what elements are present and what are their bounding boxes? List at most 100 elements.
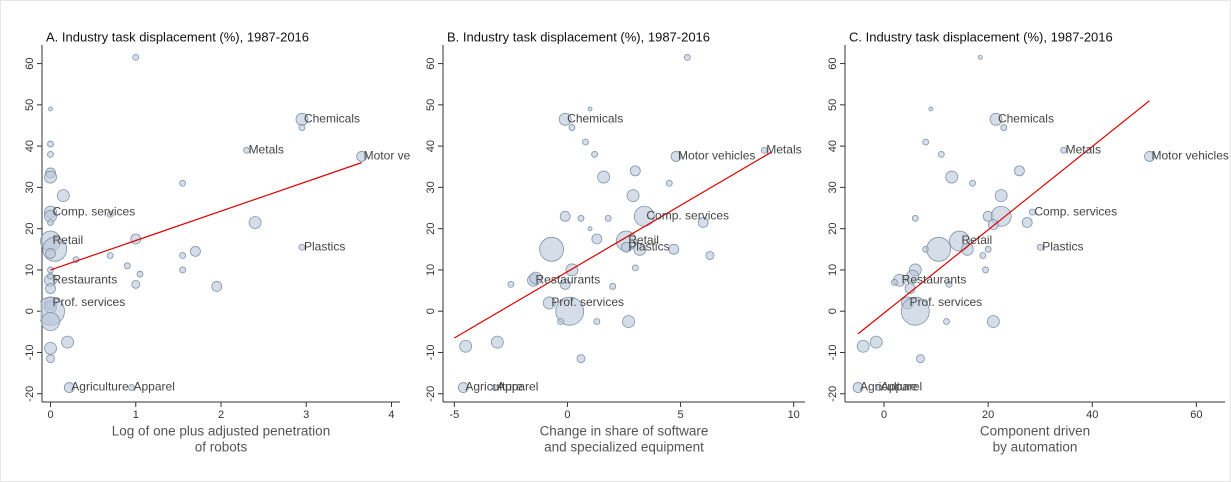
- y-tick-label: 10: [425, 264, 437, 276]
- x-axis-label: Log of one plus adjusted penetration: [112, 424, 330, 439]
- point: [945, 170, 959, 184]
- point-label: Apparel: [497, 380, 538, 394]
- point-label: Agriculture: [465, 380, 523, 394]
- point: [45, 283, 56, 294]
- y-tick-label: 20: [425, 223, 437, 235]
- point-label: Prof. services: [53, 295, 126, 309]
- y-tick-label: 0: [425, 308, 437, 314]
- point: [869, 335, 883, 349]
- point-label: Retail: [53, 233, 84, 247]
- y-tick-label: 10: [24, 264, 36, 276]
- x-tick-label: 2: [218, 409, 224, 421]
- point: [856, 339, 870, 353]
- point: [1021, 217, 1033, 228]
- point: [576, 354, 586, 364]
- point-label: Chemicals: [998, 111, 1054, 125]
- point: [211, 281, 223, 292]
- point: [697, 217, 709, 228]
- point: [906, 269, 920, 283]
- point: [47, 272, 54, 280]
- point: [557, 318, 565, 325]
- point: [179, 179, 187, 187]
- y-tick-label: -20: [24, 386, 36, 402]
- y-tick-label: 0: [827, 308, 839, 314]
- point: [852, 382, 864, 393]
- point: [945, 280, 953, 288]
- point-label: Prof. services: [909, 295, 982, 309]
- y-tick-label: 20: [827, 223, 839, 235]
- point: [633, 242, 647, 256]
- point-label: Agriculture: [860, 380, 918, 394]
- point: [190, 245, 201, 257]
- point-label: Restaurants: [902, 272, 967, 286]
- panel-title: C. Industry task displacement (%), 1987-…: [849, 29, 1113, 44]
- point: [558, 112, 572, 126]
- point: [136, 270, 144, 278]
- x-tick-label: 3: [303, 409, 309, 421]
- point: [928, 106, 934, 112]
- point: [248, 216, 262, 229]
- y-tick-label: 30: [24, 181, 36, 193]
- x-axis-label: and specialized equipment: [544, 440, 704, 455]
- point: [665, 179, 673, 187]
- point: [911, 214, 919, 222]
- point: [900, 296, 930, 326]
- point: [582, 138, 589, 146]
- point-label: Metals: [249, 142, 284, 156]
- fit-line: [50, 162, 362, 271]
- y-tick-label: 30: [425, 181, 437, 193]
- point: [44, 341, 57, 355]
- y-tick-label: 40: [24, 140, 36, 152]
- point: [63, 382, 75, 393]
- point: [875, 384, 883, 391]
- point: [593, 318, 601, 325]
- point: [891, 278, 898, 286]
- point: [943, 318, 950, 325]
- x-tick-label: 5: [678, 409, 684, 421]
- y-tick-label: 30: [827, 181, 839, 193]
- point: [979, 252, 987, 259]
- point: [542, 296, 556, 310]
- y-tick-label: -20: [425, 386, 437, 402]
- y-tick-label: -10: [425, 345, 437, 361]
- point: [48, 106, 53, 112]
- point-label: Chemicals: [304, 111, 360, 125]
- x-axis-label: of robots: [195, 440, 248, 455]
- point: [626, 189, 640, 203]
- y-tick-label: -10: [24, 345, 36, 361]
- x-tick-label: -5: [449, 409, 459, 421]
- point: [587, 226, 593, 232]
- point: [1000, 124, 1008, 131]
- x-tick-label: 0: [881, 409, 887, 421]
- x-tick-label: 4: [388, 409, 394, 421]
- point: [926, 236, 952, 262]
- point: [243, 146, 250, 154]
- point: [1144, 151, 1155, 162]
- point: [937, 150, 945, 158]
- point: [56, 189, 70, 203]
- point: [587, 106, 593, 112]
- y-tick-label: 50: [24, 99, 36, 111]
- point: [969, 179, 976, 187]
- point: [994, 189, 1008, 203]
- point: [298, 124, 306, 131]
- y-tick-label: -20: [827, 386, 839, 402]
- point-label: Motor vehicles: [364, 149, 441, 163]
- point: [989, 112, 1003, 126]
- point-label: Motor vehicles: [678, 149, 755, 163]
- y-tick-label: 60: [827, 57, 839, 69]
- point: [916, 354, 925, 364]
- point-label: Metals: [1066, 142, 1101, 156]
- panel: C. Industry task displacement (%), 1987-…: [827, 29, 1229, 454]
- point-label: Prof. services: [551, 295, 624, 309]
- x-tick-label: 20: [982, 409, 994, 421]
- point: [631, 264, 639, 272]
- point: [47, 219, 54, 226]
- point: [44, 170, 57, 184]
- y-tick-label: 0: [24, 308, 36, 314]
- point-label: Metals: [766, 142, 801, 156]
- point: [490, 335, 504, 349]
- point: [1013, 165, 1025, 177]
- panel-title: B. Industry task displacement (%), 1987-…: [447, 29, 710, 44]
- fit-line: [454, 151, 772, 339]
